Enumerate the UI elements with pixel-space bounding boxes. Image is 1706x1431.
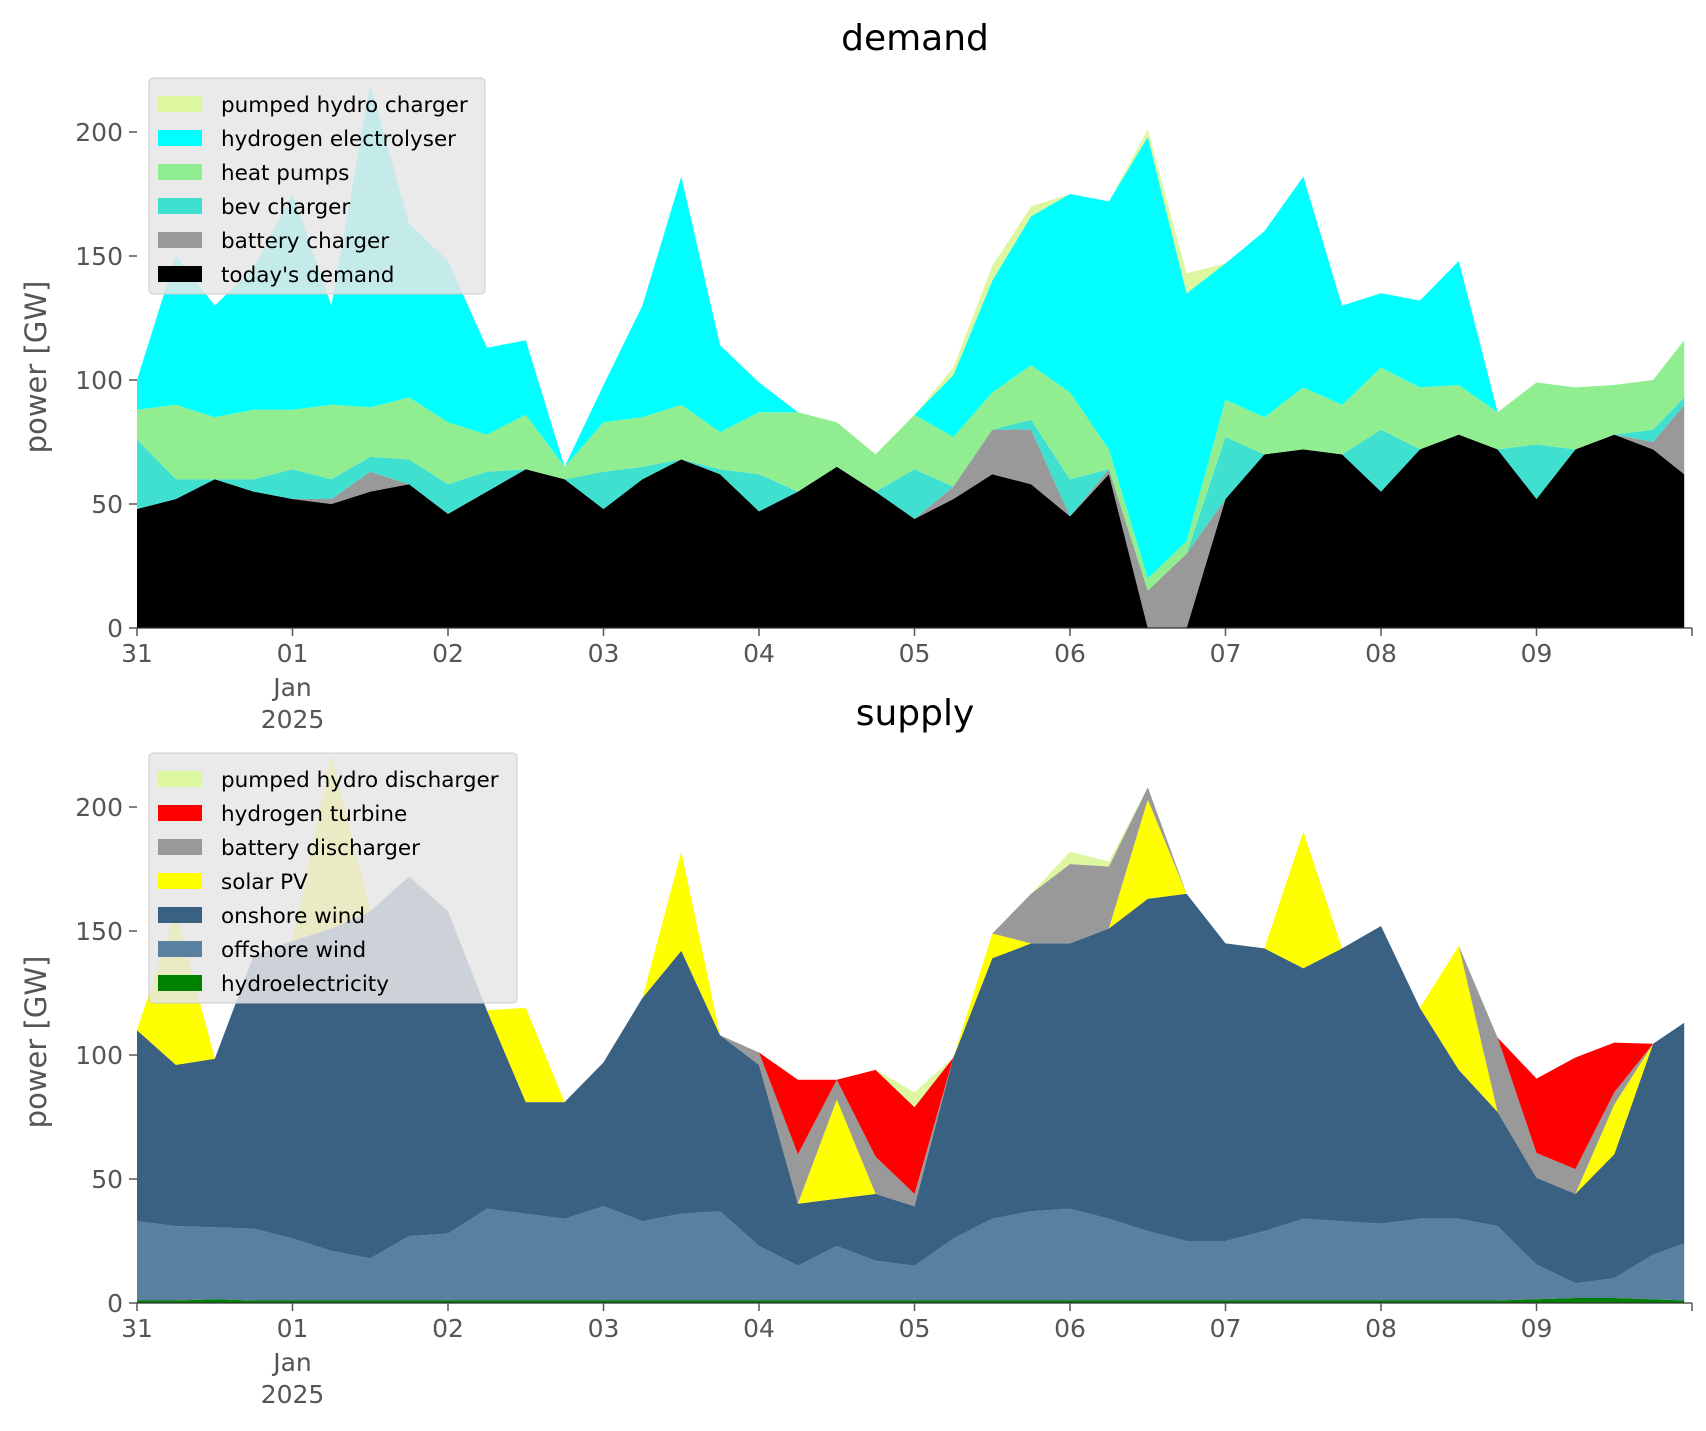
supply-legend: pumped hydro discharger hydrogen turbine b… (148, 752, 518, 1004)
demand-legend: pumped hydro charger hydrogen electrolyse… (148, 77, 486, 295)
demand-legend-label: bev charger (221, 195, 350, 220)
demand-xtick-label: 06 (1054, 639, 1086, 668)
demand-xtick-sublabel: Jan (271, 673, 312, 702)
demand-legend-label: today's demand (221, 263, 394, 288)
supply-title: supply (856, 693, 975, 734)
supply-xtick-sublabel: 2025 (261, 1380, 325, 1409)
supply-legend-swatch (158, 805, 202, 821)
supply-chart: supply 0 50 100 150 200 31 01 Jan 2025 02 03 04 05 06… (19, 693, 1693, 1409)
demand-xtick-sublabel: 2025 (261, 705, 325, 734)
supply-ytick-label: 50 (91, 1165, 123, 1194)
demand-xtick-label: 09 (1521, 639, 1553, 668)
supply-legend-label: hydrogen turbine (221, 802, 407, 827)
supply-xtick-sublabel: Jan (271, 1348, 312, 1377)
demand-xtick-label: 01 (277, 639, 309, 668)
supply-xtick-label: 08 (1365, 1314, 1397, 1343)
demand-legend-box (148, 77, 486, 295)
demand-legend-swatch (158, 232, 202, 248)
supply-areas (137, 754, 1685, 1303)
supply-legend-swatch (158, 839, 202, 855)
demand-area-today-s-demand (137, 434, 1685, 628)
demand-legend-swatch (158, 164, 202, 180)
supply-xtick-label: 03 (588, 1314, 620, 1343)
supply-area-onshore-wind (137, 876, 1685, 1284)
supply-ytick-label: 200 (75, 793, 123, 822)
supply-xtick-label: 05 (899, 1314, 931, 1343)
supply-area-offshore-wind (137, 1206, 1685, 1301)
supply-ytick-label: 150 (75, 917, 123, 946)
demand-axes: 0 50 100 150 200 31 01 Jan 2025 02 03 04 05 06 07 08 09 (75, 118, 1693, 734)
supply-xtick-label: 04 (743, 1314, 775, 1343)
supply-ytick-label: 100 (75, 1041, 123, 1070)
supply-legend-swatch (158, 771, 202, 787)
supply-area-battery-discharger (137, 754, 1685, 1207)
supply-legend-box (148, 752, 518, 1004)
supply-xtick-label: 06 (1054, 1314, 1086, 1343)
supply-ylabel: power [GW] (19, 956, 53, 1129)
demand-xtick-label: 31 (121, 639, 153, 668)
supply-legend-label: onshore wind (221, 904, 365, 929)
demand-legend-swatch (158, 266, 202, 282)
supply-area-hydrogen-turbine (137, 754, 1685, 1194)
supply-legend-swatch (158, 873, 202, 889)
supply-xtick-label: 31 (121, 1314, 153, 1343)
demand-xtick-label: 02 (432, 639, 464, 668)
demand-legend-label: battery charger (221, 229, 389, 254)
demand-legend-swatch (158, 130, 202, 146)
demand-legend-label: heat pumps (221, 161, 349, 186)
demand-legend-label: pumped hydro charger (221, 93, 468, 118)
demand-xtick-label: 03 (588, 639, 620, 668)
supply-xtick-label: 09 (1521, 1314, 1553, 1343)
demand-ytick-label: 150 (75, 242, 123, 271)
supply-area-solar-pv (137, 754, 1685, 1207)
supply-legend-label: solar PV (221, 870, 308, 895)
demand-title: demand (841, 18, 989, 59)
supply-axes: 0 50 100 150 200 31 01 Jan 2025 02 03 04 05 06 07 08 09 (75, 793, 1693, 1409)
demand-xtick-label: 04 (743, 639, 775, 668)
demand-area-bev-charger (137, 397, 1685, 591)
demand-legend-label: hydrogen electrolyser (221, 127, 456, 152)
demand-areas (137, 84, 1685, 628)
supply-xtick-label: 01 (277, 1314, 309, 1343)
demand-legend-swatch (158, 198, 202, 214)
demand-chart: demand 0 50 100 150 200 31 01 Jan 2025 02 03 04 05 06… (19, 18, 1693, 734)
demand-ytick-label: 0 (107, 614, 123, 643)
demand-ylabel: power [GW] (19, 281, 53, 454)
demand-ytick-label: 200 (75, 118, 123, 147)
supply-legend-label: offshore wind (221, 938, 366, 963)
supply-legend-label: pumped hydro discharger (221, 768, 499, 793)
supply-legend-label: hydroelectricity (221, 972, 389, 997)
demand-xtick-label: 05 (899, 639, 931, 668)
supply-legend-swatch (158, 941, 202, 957)
demand-xtick-label: 07 (1210, 639, 1242, 668)
demand-ytick-label: 50 (91, 490, 123, 519)
supply-xtick-label: 07 (1210, 1314, 1242, 1343)
demand-xtick-label: 08 (1365, 639, 1397, 668)
demand-area-heat-pumps (137, 340, 1685, 591)
demand-legend-swatch (158, 96, 202, 112)
demand-area-hydrogen-electrolyser (137, 84, 1685, 579)
supply-legend-swatch (158, 907, 202, 923)
supply-ytick-label: 0 (107, 1289, 123, 1318)
supply-legend-label: battery discharger (221, 836, 420, 861)
supply-legend-swatch (158, 975, 202, 991)
demand-ytick-label: 100 (75, 366, 123, 395)
supply-xtick-label: 02 (432, 1314, 464, 1343)
